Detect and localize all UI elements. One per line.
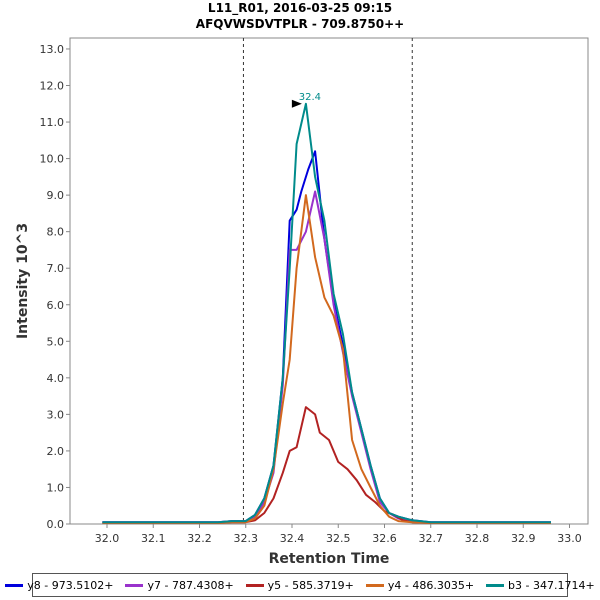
y-axis-title: Intensity 10^3 bbox=[15, 223, 31, 339]
x-axis: 32.0 32.1 32.2 32.3 32.4 32.5 32.6 32.7 32.8 32.9… bbox=[95, 524, 582, 545]
legend-item: y4 - 486.3035+ bbox=[365, 578, 475, 592]
y-tick-label: 13.0 bbox=[40, 43, 65, 56]
chart-title-line1: L11_R01, 2016-03-25 09:15 bbox=[207, 1, 393, 15]
x-tick-label: 32.0 bbox=[95, 532, 120, 545]
x-tick-label: 32.4 bbox=[280, 532, 305, 545]
peak-label: 32.4 bbox=[299, 92, 321, 103]
legend-swatch bbox=[245, 583, 264, 587]
legend-label: y7 - 787.4308+ bbox=[147, 578, 234, 592]
x-tick-label: 32.8 bbox=[465, 532, 490, 545]
y-tick-label: 11.0 bbox=[40, 116, 65, 129]
y-axis: 0.0 1.0 2.0 3.0 4.0 5.0 6.0 7.0 8.0 9.0 10.0 11.0 12… bbox=[40, 43, 70, 531]
legend-swatch bbox=[5, 583, 24, 587]
chart-title: L11_R01, 2016-03-25 09:15 AFQVWSDVTPLR -… bbox=[0, 0, 600, 32]
x-tick-label: 33.0 bbox=[557, 532, 582, 545]
series-lines bbox=[102, 102, 551, 524]
y-tick-label: 5.0 bbox=[47, 335, 65, 348]
x-tick-label: 32.2 bbox=[187, 532, 212, 545]
legend-label: y8 - 973.5102+ bbox=[27, 578, 114, 592]
y-tick-label: 10.0 bbox=[40, 153, 65, 166]
legend-item: y5 - 585.3719+ bbox=[245, 578, 354, 592]
y-tick-label: 0.0 bbox=[47, 518, 65, 531]
legend-swatch bbox=[486, 583, 505, 587]
series-line-b3 bbox=[102, 102, 551, 524]
legend-item: y8 - 973.5102+ bbox=[5, 579, 113, 592]
legend-item: b3 - 347.1714+ bbox=[486, 579, 595, 592]
y-tick-label: 4.0 bbox=[47, 372, 65, 385]
y-tick-label: 7.0 bbox=[47, 262, 65, 275]
y-tick-label: 12.0 bbox=[40, 80, 65, 93]
legend-label: y4 - 486.3035+ bbox=[387, 578, 475, 592]
y-tick-label: 1.0 bbox=[47, 481, 65, 494]
y-tick-label: 9.0 bbox=[47, 189, 65, 202]
legend-label: b3 - 347.1714+ bbox=[508, 578, 595, 592]
x-tick-label: 32.5 bbox=[326, 532, 351, 545]
plot-area bbox=[69, 37, 589, 525]
legend-item: y7 - 787.4308+ bbox=[125, 578, 234, 592]
y-tick-label: 8.0 bbox=[47, 226, 65, 239]
x-tick-label: 32.9 bbox=[511, 532, 536, 545]
x-tick-label: 32.7 bbox=[419, 532, 444, 545]
chart-title-line2: AFQVWSDVTPLR - 709.8750++ bbox=[195, 17, 405, 31]
peak-annotation: 32.4 bbox=[291, 92, 321, 108]
y-tick-label: 2.0 bbox=[47, 445, 65, 458]
legend-swatch bbox=[125, 583, 144, 587]
legend-swatch bbox=[365, 583, 384, 587]
legend-label: y5 - 585.3719+ bbox=[267, 578, 354, 592]
integration-boundaries bbox=[242, 38, 413, 524]
y-tick-label: 3.0 bbox=[47, 408, 65, 421]
peak-arrow-icon bbox=[291, 99, 302, 108]
x-tick-label: 32.1 bbox=[141, 532, 166, 545]
y-tick-label: 6.0 bbox=[47, 299, 65, 312]
x-axis-title: Retention Time bbox=[269, 551, 390, 567]
x-tick-label: 32.6 bbox=[372, 532, 397, 545]
x-tick-label: 32.3 bbox=[234, 532, 259, 545]
legend: y8 - 973.5102+ y7 - 787.4308+ y5 - 585.371… bbox=[5, 573, 595, 597]
